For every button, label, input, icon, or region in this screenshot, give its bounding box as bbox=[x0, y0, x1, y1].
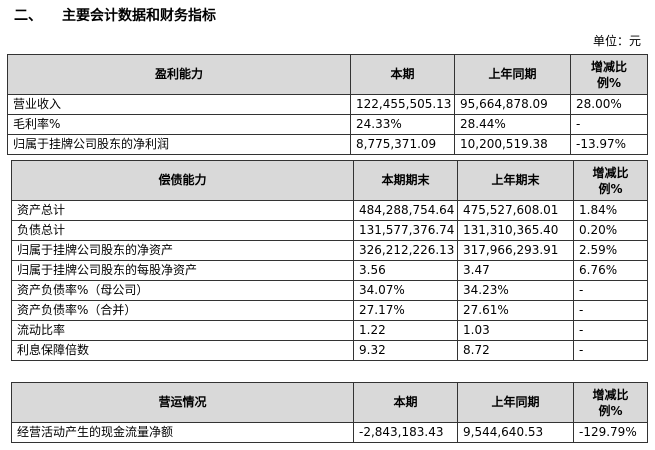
table-row: 营业收入 122,455,505.13 95,664,878.09 28.00% bbox=[7, 94, 648, 115]
row-previous: 475,527,608.01 bbox=[457, 200, 574, 221]
currency-unit: 单位：元 bbox=[592, 34, 641, 48]
header-category: 偿债能力 bbox=[11, 160, 354, 201]
header-current: 本期 bbox=[353, 382, 458, 423]
table-row: 流动比率 1.22 1.03 - bbox=[11, 320, 648, 341]
row-current: 1.22 bbox=[353, 320, 458, 341]
header-change-pct: 增减比 例% bbox=[573, 160, 648, 201]
header-category: 营运情况 bbox=[11, 382, 354, 423]
row-current: 9.32 bbox=[353, 340, 458, 361]
row-label: 营业收入 bbox=[7, 94, 351, 115]
row-current: 34.07% bbox=[353, 280, 458, 301]
row-previous: 10,200,519.38 bbox=[454, 134, 571, 155]
row-label: 资产负债率%（母公司） bbox=[11, 280, 354, 301]
header-change-pct: 增减比 例% bbox=[570, 54, 648, 95]
profitability-table: 盈利能力 本期 上年同期 增减比 例% 营业收入 122,455,505.13 9… bbox=[7, 54, 648, 155]
row-label: 利息保障倍数 bbox=[11, 340, 354, 361]
header-current: 本期期末 bbox=[353, 160, 458, 201]
table-row: 归属于挂牌公司股东的净资产 326,212,226.13 317,966,293… bbox=[11, 240, 648, 261]
table-row: 资产负债率%（母公司） 34.07% 34.23% - bbox=[11, 280, 648, 301]
table-row: 负债总计 131,577,376.74 131,310,365.40 0.20% bbox=[11, 220, 648, 241]
row-change: - bbox=[573, 280, 648, 301]
table-row: 毛利率% 24.33% 28.44% - bbox=[7, 114, 648, 135]
row-change: 6.76% bbox=[573, 260, 648, 281]
row-current: -2,843,183.43 bbox=[353, 422, 458, 443]
row-current: 131,577,376.74 bbox=[353, 220, 458, 241]
row-change: - bbox=[573, 320, 648, 341]
row-change: 1.84% bbox=[573, 200, 648, 221]
operations-table: 营运情况 本期 上年同期 增减比 例% 经营活动产生的现金流量净额 -2,843,… bbox=[11, 382, 648, 443]
section-number: 二、 bbox=[14, 8, 42, 24]
table-row: 利息保障倍数 9.32 8.72 - bbox=[11, 340, 648, 361]
row-previous: 34.23% bbox=[457, 280, 574, 301]
row-label: 资产负债率%（合并） bbox=[11, 300, 354, 321]
row-label: 负债总计 bbox=[11, 220, 354, 241]
row-current: 3.56 bbox=[353, 260, 458, 281]
solvency-table: 偿债能力 本期期末 上年期末 增减比 例% 资产总计 484,288,754.64… bbox=[11, 160, 648, 361]
row-previous: 131,310,365.40 bbox=[457, 220, 574, 241]
row-change: -13.97% bbox=[570, 134, 648, 155]
table-header-row: 盈利能力 本期 上年同期 增减比 例% bbox=[7, 54, 648, 95]
row-change: - bbox=[573, 340, 648, 361]
header-change-pct: 增减比 例% bbox=[573, 382, 648, 423]
row-label: 流动比率 bbox=[11, 320, 354, 341]
row-previous: 9,544,640.53 bbox=[457, 422, 574, 443]
row-change: - bbox=[570, 114, 648, 135]
table-row: 资产总计 484,288,754.64 475,527,608.01 1.84% bbox=[11, 200, 648, 221]
header-previous: 上年期末 bbox=[457, 160, 574, 201]
table-header-row: 营运情况 本期 上年同期 增减比 例% bbox=[11, 382, 648, 423]
row-previous: 27.61% bbox=[457, 300, 574, 321]
row-label: 毛利率% bbox=[7, 114, 351, 135]
header-category: 盈利能力 bbox=[7, 54, 351, 95]
row-label: 资产总计 bbox=[11, 200, 354, 221]
row-previous: 95,664,878.09 bbox=[454, 94, 571, 115]
row-change: 2.59% bbox=[573, 240, 648, 261]
row-previous: 8.72 bbox=[457, 340, 574, 361]
row-previous: 3.47 bbox=[457, 260, 574, 281]
row-label: 归属于挂牌公司股东的每股净资产 bbox=[11, 260, 354, 281]
header-current: 本期 bbox=[350, 54, 455, 95]
row-current: 484,288,754.64 bbox=[353, 200, 458, 221]
row-previous: 317,966,293.91 bbox=[457, 240, 574, 261]
row-change: -129.79% bbox=[573, 422, 648, 443]
table-row: 资产负债率%（合并） 27.17% 27.61% - bbox=[11, 300, 648, 321]
row-current: 326,212,226.13 bbox=[353, 240, 458, 261]
row-change: 0.20% bbox=[573, 220, 648, 241]
row-current: 122,455,505.13 bbox=[350, 94, 455, 115]
table-header-row: 偿债能力 本期期末 上年期末 增减比 例% bbox=[11, 160, 648, 201]
table-row: 归属于挂牌公司股东的每股净资产 3.56 3.47 6.76% bbox=[11, 260, 648, 281]
row-label: 归属于挂牌公司股东的净利润 bbox=[7, 134, 351, 155]
table-row: 经营活动产生的现金流量净额 -2,843,183.43 9,544,640.53… bbox=[11, 422, 648, 443]
row-previous: 1.03 bbox=[457, 320, 574, 341]
header-previous: 上年同期 bbox=[454, 54, 571, 95]
section-heading: 二、 主要会计数据和财务指标 bbox=[14, 2, 216, 30]
row-previous: 28.44% bbox=[454, 114, 571, 135]
row-current: 27.17% bbox=[353, 300, 458, 321]
table-row: 归属于挂牌公司股东的净利润 8,775,371.09 10,200,519.38… bbox=[7, 134, 648, 155]
section-title: 主要会计数据和财务指标 bbox=[62, 8, 216, 24]
row-change: 28.00% bbox=[570, 94, 648, 115]
row-change: - bbox=[573, 300, 648, 321]
row-current: 24.33% bbox=[350, 114, 455, 135]
row-label: 归属于挂牌公司股东的净资产 bbox=[11, 240, 354, 261]
row-label: 经营活动产生的现金流量净额 bbox=[11, 422, 354, 443]
header-previous: 上年同期 bbox=[457, 382, 574, 423]
row-current: 8,775,371.09 bbox=[350, 134, 455, 155]
